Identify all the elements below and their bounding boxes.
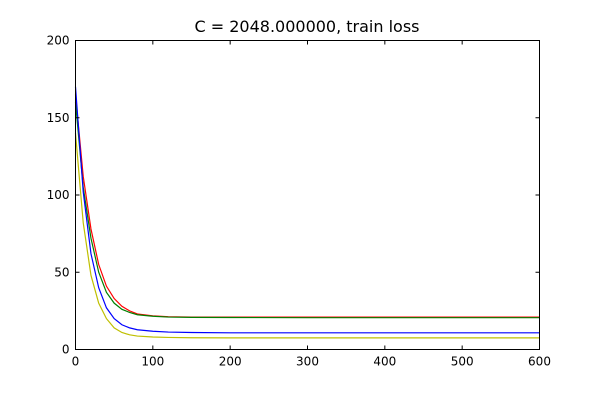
series-line-1 [74, 94, 540, 318]
x-tick-label: 0 [72, 355, 80, 369]
series-line-2 [74, 102, 540, 319]
series-line-4 [74, 133, 540, 339]
series-layer [74, 86, 540, 339]
series-line-3 [74, 86, 540, 334]
x-tick-label: 600 [528, 355, 551, 369]
y-tick-label: 200 [47, 34, 70, 48]
y-tick-label: 150 [47, 111, 70, 125]
x-tick-label: 500 [451, 355, 474, 369]
chart-title: C = 2048.000000, train loss [194, 17, 419, 36]
x-tick-label: 200 [219, 355, 242, 369]
y-axis: 0 50 100 150 200 [47, 34, 540, 357]
y-tick-label: 0 [62, 343, 70, 357]
y-tick-label: 50 [54, 265, 69, 279]
y-tick-label: 100 [47, 188, 70, 202]
x-axis: 0 100 200 300 400 500 600 [72, 40, 551, 369]
x-tick-label: 400 [373, 355, 396, 369]
x-tick-label: 100 [141, 355, 164, 369]
x-tick-label: 300 [296, 355, 319, 369]
plot-frame [75, 40, 540, 350]
